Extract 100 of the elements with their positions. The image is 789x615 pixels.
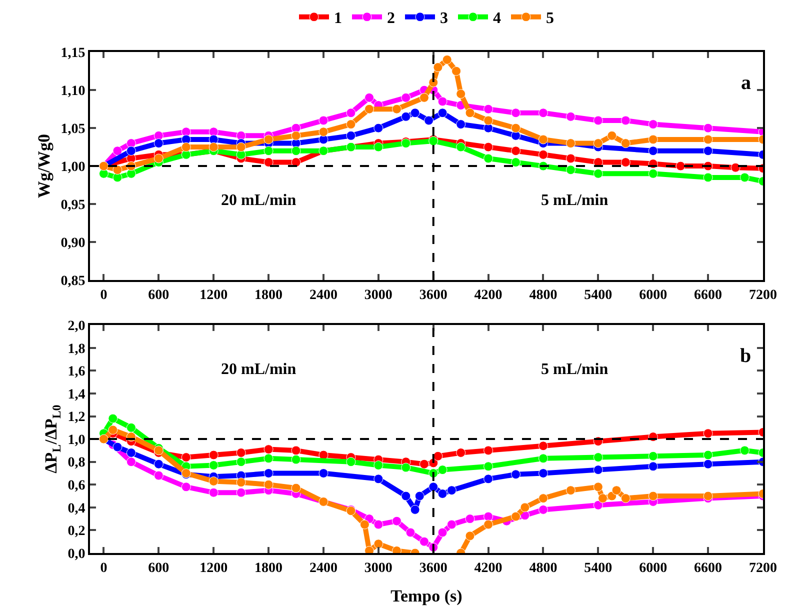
point (538, 504, 548, 514)
point (291, 130, 301, 140)
point (346, 108, 356, 118)
point (648, 120, 658, 130)
point (438, 108, 448, 118)
point (465, 108, 475, 118)
point (566, 154, 576, 164)
point (236, 478, 246, 488)
point (364, 104, 374, 114)
point (419, 92, 429, 102)
y-tick-label: 0,85 (60, 274, 86, 289)
point (374, 123, 384, 133)
point (433, 62, 443, 72)
point (414, 491, 424, 501)
point (452, 66, 462, 76)
point (374, 520, 384, 530)
point (401, 112, 411, 122)
point (208, 488, 218, 498)
x-tick-label: 7200 (749, 288, 777, 303)
legend-label: 1 (334, 10, 342, 28)
point (484, 446, 494, 456)
x-tick-label: 4800 (529, 560, 558, 576)
point (401, 92, 411, 102)
point (484, 142, 494, 152)
point (703, 459, 713, 469)
point (406, 528, 416, 538)
x-tick-label: 6000 (639, 288, 668, 303)
point (108, 414, 118, 424)
point (620, 138, 630, 148)
point (360, 520, 370, 530)
point (648, 134, 658, 144)
y-tick-label: 1,05 (60, 122, 86, 137)
point (264, 444, 274, 454)
point (456, 120, 466, 130)
point (126, 457, 136, 467)
x-tick-label: 1200 (200, 288, 228, 303)
point (566, 112, 576, 122)
point (620, 494, 630, 504)
point (154, 130, 164, 140)
x-tick-label: 3600 (419, 560, 448, 576)
point (676, 161, 686, 171)
point (112, 146, 122, 156)
y-tick-label: 1,00 (60, 160, 86, 175)
point (511, 146, 521, 156)
point (346, 120, 356, 130)
point (438, 96, 448, 106)
point (538, 108, 548, 118)
point (264, 468, 274, 478)
x-tick-label: 4800 (529, 288, 558, 303)
point (126, 146, 136, 156)
point (236, 142, 246, 152)
point (181, 482, 191, 492)
point (392, 516, 402, 526)
point (346, 130, 356, 140)
point (648, 451, 658, 461)
point (484, 512, 494, 522)
point (607, 130, 617, 140)
point (703, 146, 713, 156)
point (703, 123, 713, 133)
point (648, 462, 658, 472)
point (593, 116, 603, 126)
x-tick-label: 600 (148, 288, 170, 303)
point (703, 134, 713, 144)
x-axis-title: Tempo (s) (390, 586, 462, 606)
point (484, 462, 494, 472)
point (318, 127, 328, 137)
point (730, 162, 740, 172)
point (538, 454, 548, 464)
x-tick-label: 4200 (474, 560, 502, 576)
y-tick-label: 1,4 (68, 387, 86, 402)
point (538, 134, 548, 144)
y-tick-label: 0,95 (60, 198, 86, 213)
point (484, 116, 494, 126)
point (703, 428, 713, 438)
point (264, 480, 274, 490)
x-tick-label: 1200 (200, 560, 228, 576)
point (740, 446, 750, 456)
point (428, 482, 438, 492)
x-tick-label: 3000 (364, 560, 392, 576)
x-tick-label: 6600 (694, 560, 722, 576)
point (511, 123, 521, 133)
point (511, 470, 521, 480)
point (419, 536, 429, 546)
legend-label: 3 (440, 10, 448, 28)
y-axis-title: Wg/Wg0 (34, 134, 54, 198)
x-tick-label: 2400 (309, 288, 338, 303)
point (318, 116, 328, 126)
point (374, 539, 384, 549)
annotation: 5 mL/min (541, 361, 608, 378)
point (236, 488, 246, 498)
point (446, 520, 456, 530)
point (291, 483, 301, 493)
point (648, 146, 658, 156)
point (181, 134, 191, 144)
point (566, 486, 576, 496)
point (374, 142, 384, 152)
point (154, 470, 164, 480)
point (538, 150, 548, 160)
point (438, 528, 448, 538)
point (593, 452, 603, 462)
